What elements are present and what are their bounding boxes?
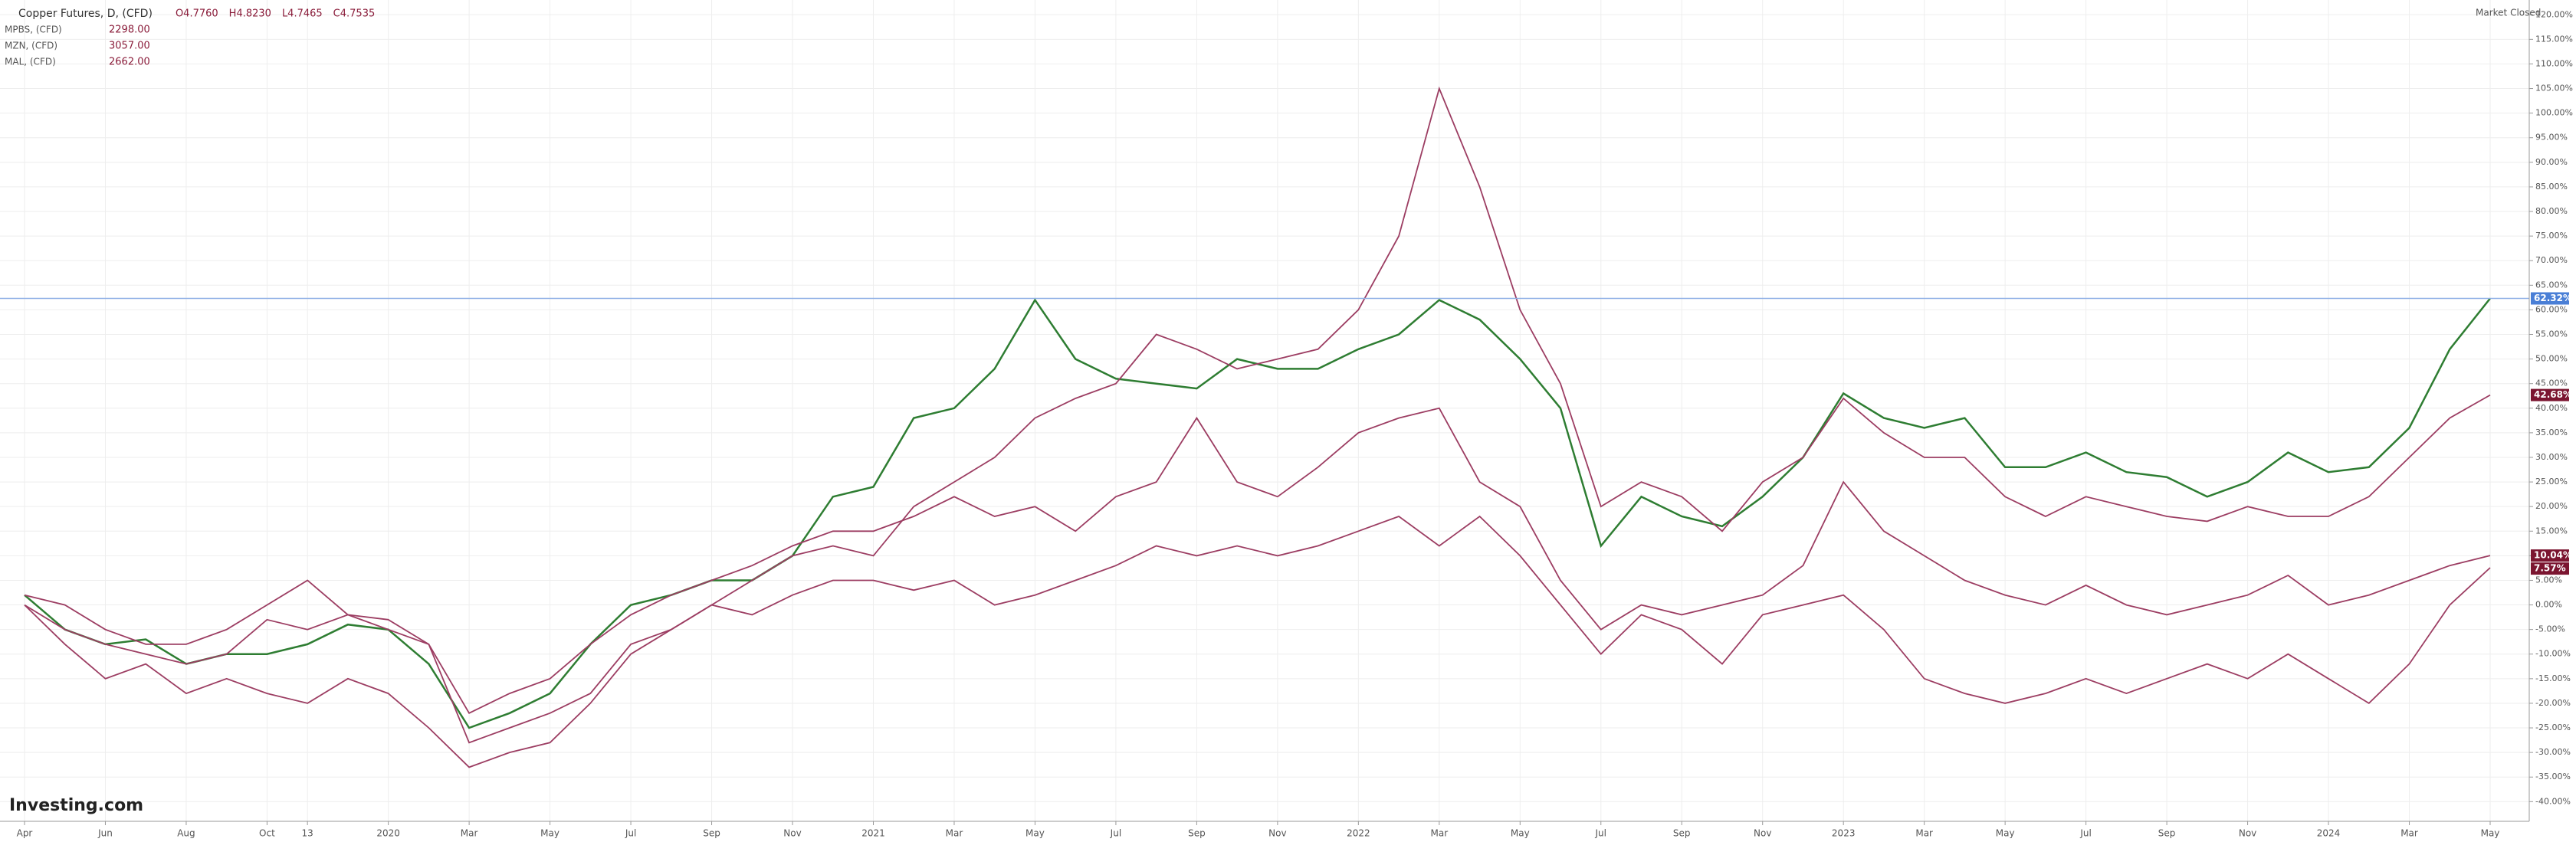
last-value-tag (2531, 549, 2569, 562)
y-tick-label: -30.00% (2535, 747, 2571, 757)
market-status: Market Closed (2476, 8, 2541, 18)
ohlc-value: H4.8230 (229, 8, 271, 20)
y-tick-label: 95.00% (2535, 133, 2568, 143)
x-tick-label: May (540, 828, 560, 839)
y-tick-label: 90.00% (2535, 157, 2568, 167)
x-tick-label: Sep (2158, 828, 2176, 839)
x-tick-label: Mar (1915, 828, 1933, 839)
x-tick-label: 2023 (1832, 828, 1856, 839)
last-value-tag (2531, 562, 2569, 575)
last-value-tag (2531, 388, 2569, 401)
x-tick-label: Nov (783, 828, 801, 839)
y-tick-label: 100.00% (2535, 108, 2573, 118)
x-tick-label: Jul (1110, 828, 1121, 839)
x-tick-label: 13 (302, 828, 313, 839)
x-tick-label: 2021 (861, 828, 885, 839)
grid (0, 0, 2529, 821)
x-tick-label: Aug (177, 828, 195, 839)
plot (0, 86, 2529, 768)
labels: O4.7760 H4.8230 L4.7465 C4.7535 MPBS, (CFD) 2… (5, 8, 2573, 839)
x-tick-label: Sep (1673, 828, 1691, 839)
last-value-label: 10.04% (2534, 550, 2572, 561)
x-tick-label: Mar (461, 828, 478, 839)
y-tick-label: 105.00% (2535, 84, 2573, 93)
chart-title: Copper Futures, D, (CFD) (18, 8, 153, 20)
x-tick-label: Jul (2079, 828, 2091, 839)
series-line (24, 297, 2491, 729)
ohlc-value: C4.7535 (333, 8, 376, 20)
x-tick-label: May (1996, 828, 2015, 839)
x-tick-label: Jun (97, 828, 113, 839)
series-line (24, 407, 2491, 714)
y-tick-label: 65.00% (2535, 280, 2568, 290)
brand: Investing.com (9, 796, 143, 815)
y-tick-label: 25.00% (2535, 477, 2568, 487)
x-tick-label: Nov (1754, 828, 1771, 839)
x-tick-label: May (1025, 828, 1045, 839)
ohlc-value: O4.7760 (176, 8, 218, 20)
ohlc-value: L4.7465 (282, 8, 323, 20)
x-tick-label: Sep (1188, 828, 1206, 839)
y-tick-label: 40.00% (2535, 403, 2568, 413)
legend-entry: MPBS, (CFD) (5, 25, 62, 35)
x-tick-label: Mar (1430, 828, 1448, 839)
x-tick-label: Mar (2400, 828, 2418, 839)
legend-entry: MZN, (CFD) (5, 41, 57, 51)
y-tick-label: 85.00% (2535, 182, 2568, 192)
x-tick-label: May (2481, 828, 2500, 839)
y-tick-label: -25.00% (2535, 722, 2571, 732)
y-tick-label: 35.00% (2535, 428, 2568, 437)
y-tick-label: 15.00% (2535, 526, 2568, 536)
y-tick-label: 30.00% (2535, 452, 2568, 462)
x-tick-label: Oct (259, 828, 275, 839)
x-tick-label: Mar (946, 828, 963, 839)
last-value-label: 7.57% (2534, 563, 2566, 574)
legend-entry: MAL, (CFD) (5, 57, 56, 67)
y-tick-label: 20.00% (2535, 501, 2568, 511)
last-value-label: 62.32% (2534, 293, 2572, 303)
y-tick-label: -40.00% (2535, 796, 2571, 806)
y-tick-label: 70.00% (2535, 255, 2568, 265)
y-tick-label: -35.00% (2535, 772, 2571, 781)
x-tick-label: Jul (625, 828, 636, 839)
y-tick-label: 120.00% (2535, 9, 2573, 19)
x-tick-label: 2022 (1347, 828, 1370, 839)
y-tick-label: 55.00% (2535, 329, 2568, 339)
legend-quote: 2298.00 (109, 25, 150, 36)
series-line (24, 515, 2491, 744)
x-tick-label: Jul (1595, 828, 1606, 839)
y-tick-label: -5.00% (2535, 624, 2565, 634)
y-tick-label: -10.00% (2535, 649, 2571, 659)
y-tick-label: 45.00% (2535, 378, 2568, 388)
y-tick-label: 80.00% (2535, 206, 2568, 216)
last-value-label: 42.68% (2534, 389, 2572, 400)
y-tick-label: -15.00% (2535, 673, 2571, 683)
y-tick-label: 5.00% (2535, 575, 2562, 585)
x-tick-label: 2024 (2317, 828, 2341, 839)
y-tick-label: -20.00% (2535, 698, 2571, 708)
x-tick-label: 2020 (376, 828, 400, 839)
last-value-tag (2531, 292, 2569, 305)
y-tick-label: 50.00% (2535, 354, 2568, 364)
y-tick-label: 60.00% (2535, 304, 2568, 314)
y-tick-label: 115.00% (2535, 34, 2573, 44)
x-tick-label: Sep (703, 828, 720, 839)
x-tick-label: Apr (17, 828, 33, 839)
x-tick-label: May (1511, 828, 1530, 839)
x-tick-label: Nov (1268, 828, 1286, 839)
x-tick-label: Nov (2239, 828, 2256, 839)
legend-quote: 2662.00 (109, 57, 150, 68)
y-tick-label: 75.00% (2535, 231, 2568, 241)
series-line (24, 86, 2491, 768)
y-tick-label: 0.00% (2535, 600, 2562, 610)
y-tick-label: 110.00% (2535, 58, 2573, 68)
legend-quote: 3057.00 (109, 41, 150, 52)
